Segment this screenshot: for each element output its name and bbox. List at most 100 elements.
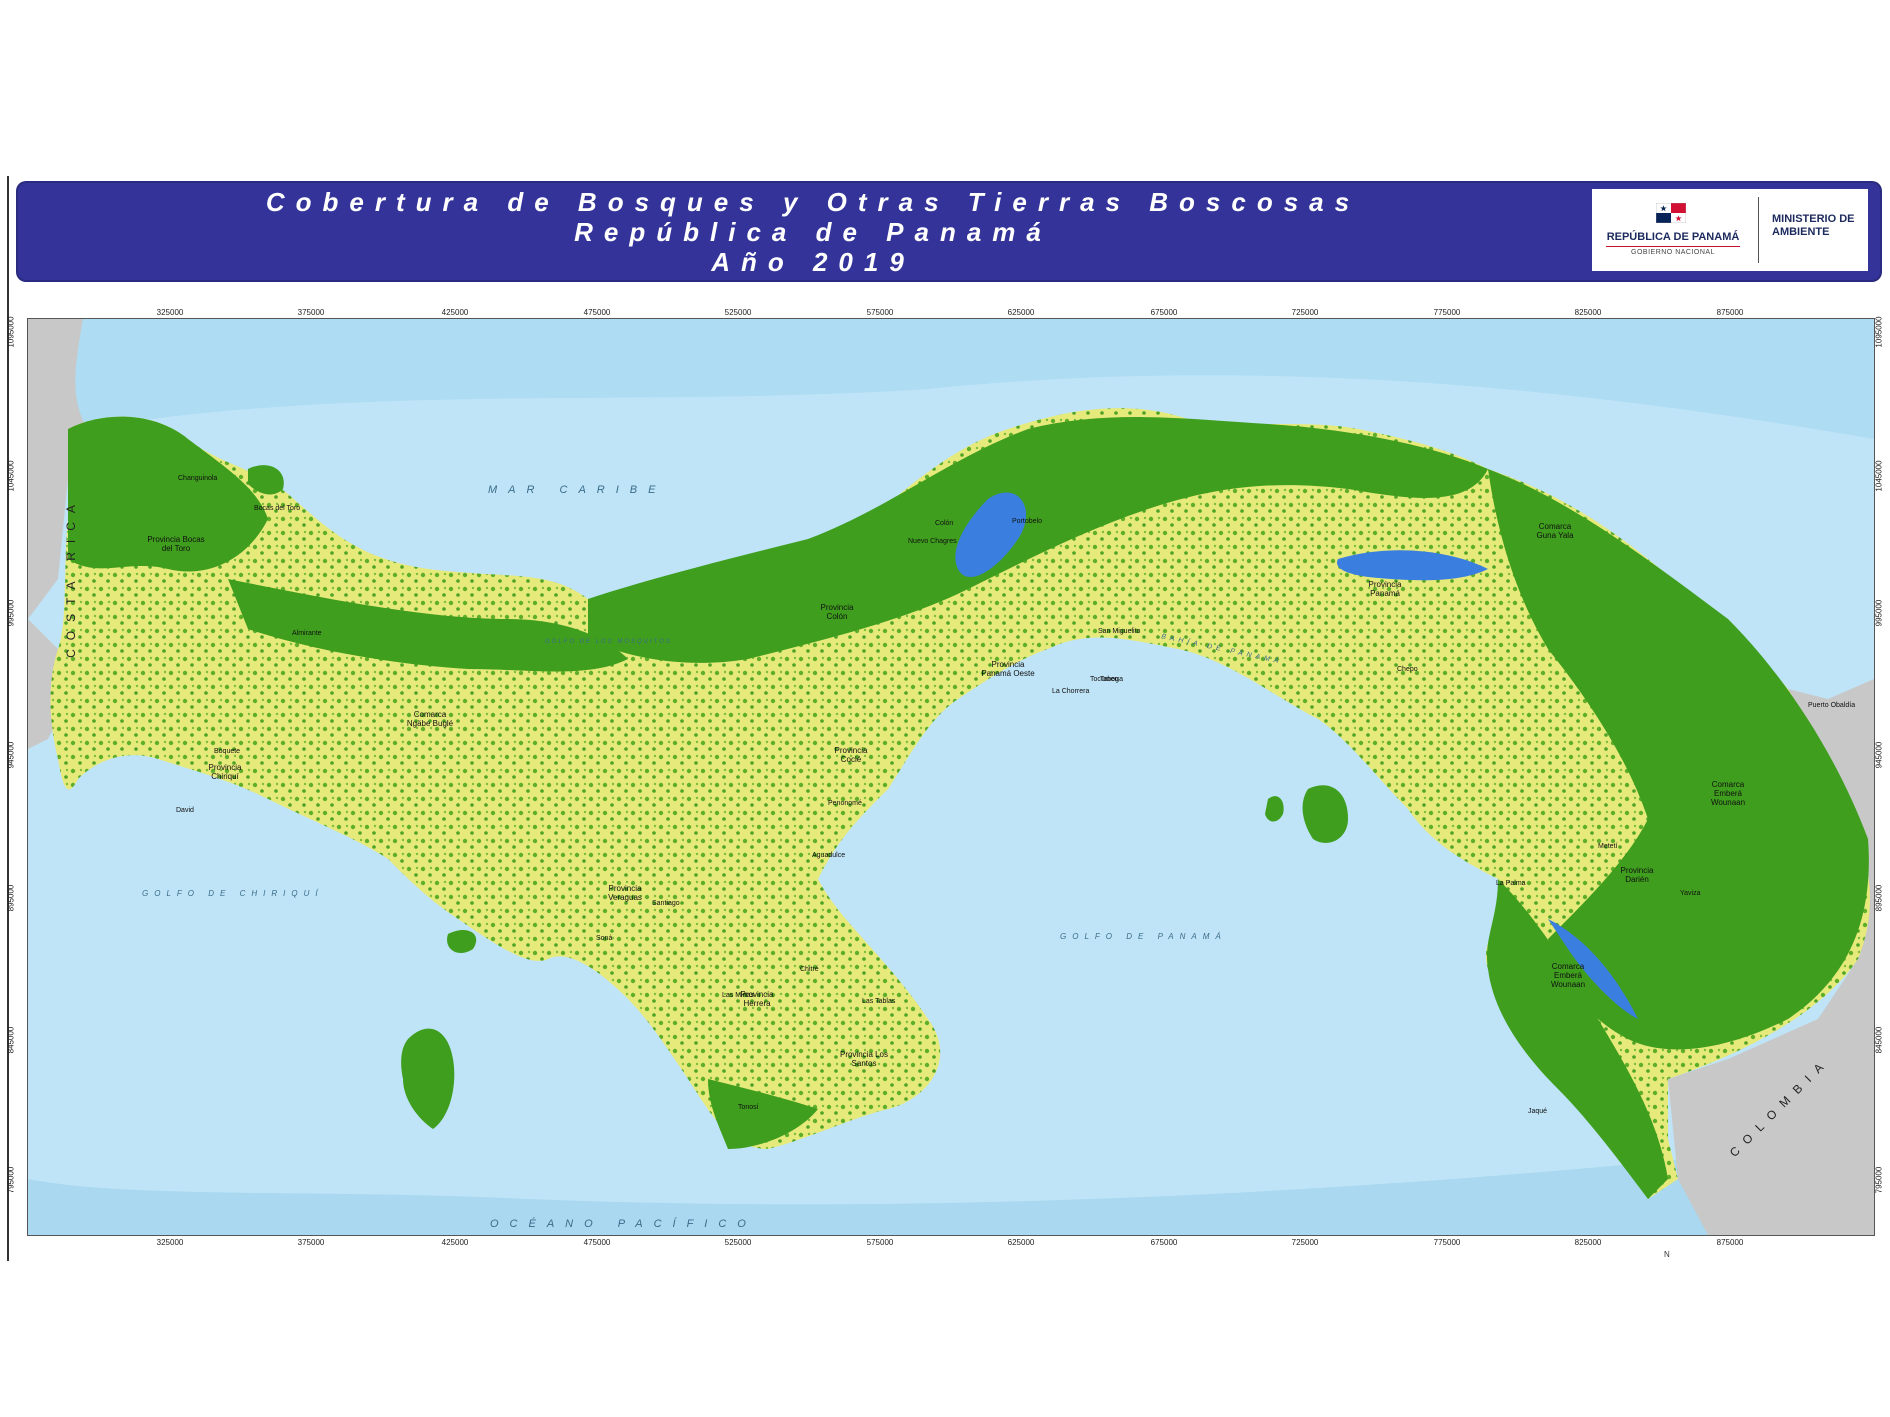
place-label: Penonomé: [828, 800, 862, 807]
x-tick-top: 725000: [1291, 308, 1319, 317]
x-tick-top: 625000: [1007, 308, 1035, 317]
x-tick-top: 875000: [1716, 308, 1744, 317]
y-tick-right: 1095000: [1874, 316, 1884, 348]
caribbean-sea-label: MAR CARIBE: [488, 484, 667, 496]
place-label: Nuevo Chagres: [908, 538, 957, 545]
title-line-3: Año 2019: [711, 247, 915, 277]
title-line-2: República de Panamá: [574, 217, 1052, 247]
province-label: Provincia Colón: [820, 603, 854, 621]
map-frame: [27, 318, 1875, 1236]
place-label: La Chorrera: [1052, 688, 1090, 695]
province-label: Provincia Bocas del Toro: [147, 535, 205, 553]
republic-text: REPÚBLICA DE PANAMÁ: [1606, 231, 1740, 243]
y-tick-left: 795000: [6, 1166, 16, 1194]
place-label: San Miguelito: [1098, 628, 1141, 635]
province-label: Comarca Emberá Wounaan: [1710, 780, 1746, 807]
place-label: Colón: [935, 520, 954, 527]
x-tick-top: 675000: [1150, 308, 1178, 317]
place-label: Tocumen: [1090, 676, 1119, 683]
province-label: Comarca Guna Yala: [1536, 522, 1574, 540]
x-tick-bottom: 575000: [866, 1238, 894, 1247]
place-label: Almirante: [292, 630, 322, 637]
place-label: Puerto Obaldía: [1808, 702, 1856, 709]
province-label: Provincia Panamá: [1368, 580, 1402, 598]
x-tick-bottom: 725000: [1291, 1238, 1319, 1247]
tuira-river: [1548, 919, 1638, 1019]
costa-rica-label: COSTA RICA: [63, 496, 78, 658]
place-label: Las Tablas: [862, 998, 896, 1005]
x-tick-top: 575000: [866, 308, 894, 317]
x-tick-top: 375000: [297, 308, 325, 317]
place-label: Chitré: [800, 966, 819, 973]
x-tick-top: 425000: [441, 308, 469, 317]
place-label: Las Minas: [722, 992, 754, 999]
coiba-island: [401, 1028, 455, 1129]
ministry-logo: REPÚBLICA DE PANAMÁ GOBIERNO NACIONAL MI…: [1592, 189, 1868, 271]
title-banner: Cobertura de Bosques y Otras Tierras Bos…: [18, 183, 1880, 280]
place-label: Santiago: [652, 900, 680, 907]
province-label: Provincia Coclé: [834, 746, 868, 764]
pacific-ocean-label: OCÉANO PACÍFICO: [490, 1218, 757, 1230]
gulf-chiriqui-label: GOLFO DE CHIRIQUÍ: [142, 889, 324, 898]
place-label: David: [176, 807, 194, 814]
north-arrow-icon: N: [1664, 1250, 1670, 1259]
forest-jaque: [1486, 879, 1668, 1199]
y-tick-right: 845000: [1874, 1026, 1884, 1054]
x-tick-bottom: 475000: [583, 1238, 611, 1247]
panama-flag-icon: [1656, 203, 1686, 223]
x-tick-top: 475000: [583, 308, 611, 317]
forest-central-cordillera: [228, 579, 628, 672]
isla-del-rey: [1302, 785, 1348, 843]
ministry-line-2: AMBIENTE: [1772, 226, 1830, 238]
forest-darien: [1488, 469, 1869, 1050]
x-tick-bottom: 525000: [724, 1238, 752, 1247]
left-border-line: [7, 176, 9, 1261]
logo-separator: [1758, 197, 1759, 263]
province-label: Provincia Veraguas: [608, 884, 642, 902]
x-tick-bottom: 375000: [297, 1238, 325, 1247]
place-label: Portobelo: [1012, 518, 1042, 525]
caribbean-deep: [28, 319, 1874, 439]
panama-mainland: [50, 408, 1870, 1200]
place-label: Taboga: [1100, 676, 1123, 683]
province-label: Provincia Los Santos: [839, 1050, 889, 1068]
pacific-deep: [28, 1139, 1874, 1235]
y-tick-left: 1045000: [6, 460, 16, 492]
province-label: Provincia Darién: [1620, 866, 1654, 884]
y-tick-right: 1045000: [1874, 460, 1884, 492]
place-label: Bocas del Toro: [254, 505, 301, 512]
province-label: Comarca Emberá Wounaan: [1550, 962, 1586, 989]
forest-colon-guna: [588, 417, 1488, 663]
x-tick-bottom: 775000: [1433, 1238, 1461, 1247]
ministry-line-1: MINISTERIO DE: [1772, 213, 1855, 225]
x-tick-bottom: 675000: [1150, 1238, 1178, 1247]
x-tick-bottom: 875000: [1716, 1238, 1744, 1247]
y-tick-left: 895000: [6, 884, 16, 912]
republic-logo: REPÚBLICA DE PANAMÁ GOBIERNO NACIONAL: [1592, 189, 1754, 271]
forest-azuero-south: [708, 1079, 818, 1149]
logo-divider: [1606, 246, 1740, 247]
title-line-1: Cobertura de Bosques y Otras Tierras Bos…: [265, 187, 1361, 217]
province-label: Provincia Herrera: [740, 990, 774, 1008]
place-label: La Palma: [1496, 880, 1526, 887]
place-label: Yaviza: [1680, 890, 1701, 897]
gulf-chiriqui-islands: [447, 929, 477, 954]
bayano-lake: [1337, 550, 1488, 581]
place-label: Chepo: [1397, 666, 1418, 673]
place-label: Soná: [596, 935, 613, 942]
isla-colon: [248, 465, 284, 495]
x-tick-top: 775000: [1433, 308, 1461, 317]
place-label: Jaqué: [1528, 1108, 1548, 1115]
y-tick-left: 1095000: [6, 316, 16, 348]
y-tick-left: 945000: [6, 741, 16, 769]
place-label: Changuinola: [178, 475, 218, 482]
y-tick-left: 845000: [6, 1026, 16, 1054]
costa-rica-caribbean: [28, 319, 88, 619]
gulf-panama-label: GOLFO DE PANAMÁ: [1060, 932, 1227, 941]
forest-bocas: [68, 416, 268, 572]
isla-san-jose: [1265, 796, 1284, 822]
gulf-mosquitos-label: GOLFO DE LOS MOSQUITOS: [545, 639, 672, 645]
map-title: Cobertura de Bosques y Otras Tierras Bos…: [18, 187, 1608, 277]
map-canvas: [28, 319, 1874, 1235]
y-tick-right: 995000: [1874, 599, 1884, 627]
